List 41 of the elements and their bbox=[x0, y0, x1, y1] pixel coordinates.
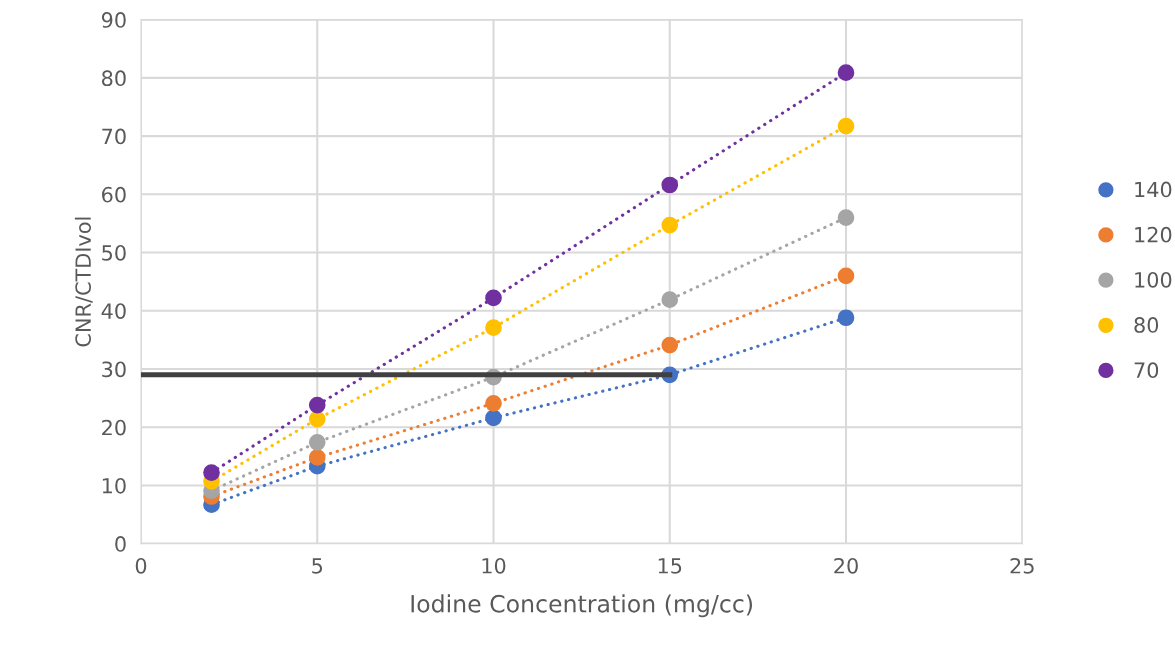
y-tick-label: 50 bbox=[102, 244, 126, 261]
point bbox=[661, 336, 679, 354]
x-tick-label: 15 bbox=[658, 558, 682, 574]
point bbox=[485, 409, 502, 427]
x-tick-label: 5 bbox=[312, 558, 323, 574]
legend-label: 100 bbox=[1135, 271, 1172, 288]
point bbox=[308, 449, 326, 466]
point bbox=[837, 64, 855, 81]
point bbox=[308, 396, 326, 414]
point bbox=[661, 216, 679, 234]
x-axis-title: Iodine Concentration (mg/cc) bbox=[411, 594, 752, 618]
point bbox=[308, 434, 326, 451]
point bbox=[485, 289, 502, 307]
point bbox=[661, 291, 679, 309]
point bbox=[837, 209, 855, 226]
y-tick-label: 20 bbox=[102, 419, 126, 436]
y-tick-label: 80 bbox=[102, 70, 126, 87]
x-tick-label: 25 bbox=[1010, 557, 1034, 574]
x-tick-label: 20 bbox=[834, 557, 858, 574]
point bbox=[837, 309, 855, 327]
y-tick-label: 70 bbox=[102, 128, 126, 145]
point bbox=[308, 410, 326, 428]
legend-label: 70 bbox=[1134, 362, 1159, 379]
point bbox=[837, 117, 855, 135]
point bbox=[837, 267, 855, 285]
x-tick-label: 10 bbox=[482, 557, 506, 574]
y-tick-label: 40 bbox=[101, 303, 126, 319]
legend-label: 80 bbox=[1134, 317, 1159, 333]
y-axis-title: CNR/CTDIvol bbox=[74, 217, 93, 347]
point bbox=[661, 176, 679, 194]
point bbox=[203, 464, 220, 481]
y-tick-label: 90 bbox=[101, 12, 126, 28]
point bbox=[485, 395, 502, 412]
x-tick-label: 0 bbox=[135, 557, 147, 574]
legend-label: 140 bbox=[1135, 181, 1172, 198]
y-tick-label: 30 bbox=[102, 361, 126, 378]
y-tick-label: 60 bbox=[102, 186, 126, 203]
legend-label: 120 bbox=[1135, 226, 1172, 243]
y-tick-label: 10 bbox=[102, 477, 126, 494]
point bbox=[485, 319, 502, 336]
y-tick-label: 0 bbox=[115, 536, 126, 552]
